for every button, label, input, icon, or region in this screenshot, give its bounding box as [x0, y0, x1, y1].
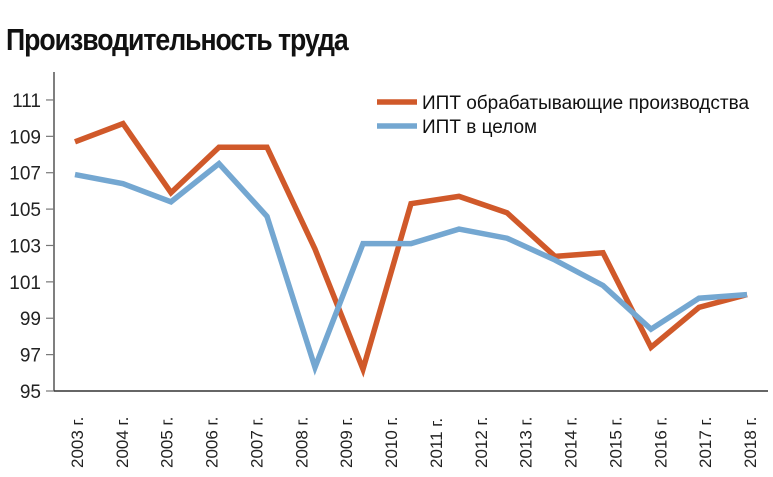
x-tick-label: 2014 г.: [562, 417, 581, 468]
x-tick-label: 2011 г.: [427, 418, 446, 468]
x-tick-label: 2009 г.: [337, 417, 356, 468]
x-tick-label: 2012 г.: [472, 417, 491, 468]
x-tick-label: 2008 г.: [292, 417, 311, 468]
y-tick-label: 111: [12, 91, 41, 112]
legend-label: ИПТ в целом: [422, 117, 537, 138]
x-tick-label: 2005 г.: [158, 417, 177, 468]
y-tick-label: 105: [9, 200, 41, 221]
x-tick-label: 2010 г.: [382, 417, 401, 468]
x-tick-label: 2017 г.: [696, 417, 715, 468]
x-tick-label: 2004 г.: [113, 417, 132, 468]
y-tick-label: 107: [9, 164, 41, 185]
y-tick-label: 101: [9, 273, 41, 294]
x-tick-label: 2016 г.: [651, 417, 670, 468]
y-tick-label: 103: [9, 236, 41, 257]
x-tick-label: 2015 г.: [606, 417, 625, 468]
y-tick-label: 95: [20, 382, 41, 403]
y-tick-label: 97: [20, 346, 41, 367]
chart-title: Производительность труда: [6, 22, 349, 57]
x-tick-label: 2003 г.: [68, 417, 87, 468]
x-tick-label: 2007 г.: [247, 417, 266, 468]
x-tick-label: 2013 г.: [517, 417, 536, 468]
legend-label: ИПТ обрабатывающие производства: [422, 93, 749, 114]
y-tick-label: 109: [9, 127, 41, 148]
y-tick-label: 99: [20, 309, 41, 330]
x-tick-label: 2018 г.: [741, 417, 760, 468]
x-tick-label: 2006 г.: [203, 417, 222, 468]
